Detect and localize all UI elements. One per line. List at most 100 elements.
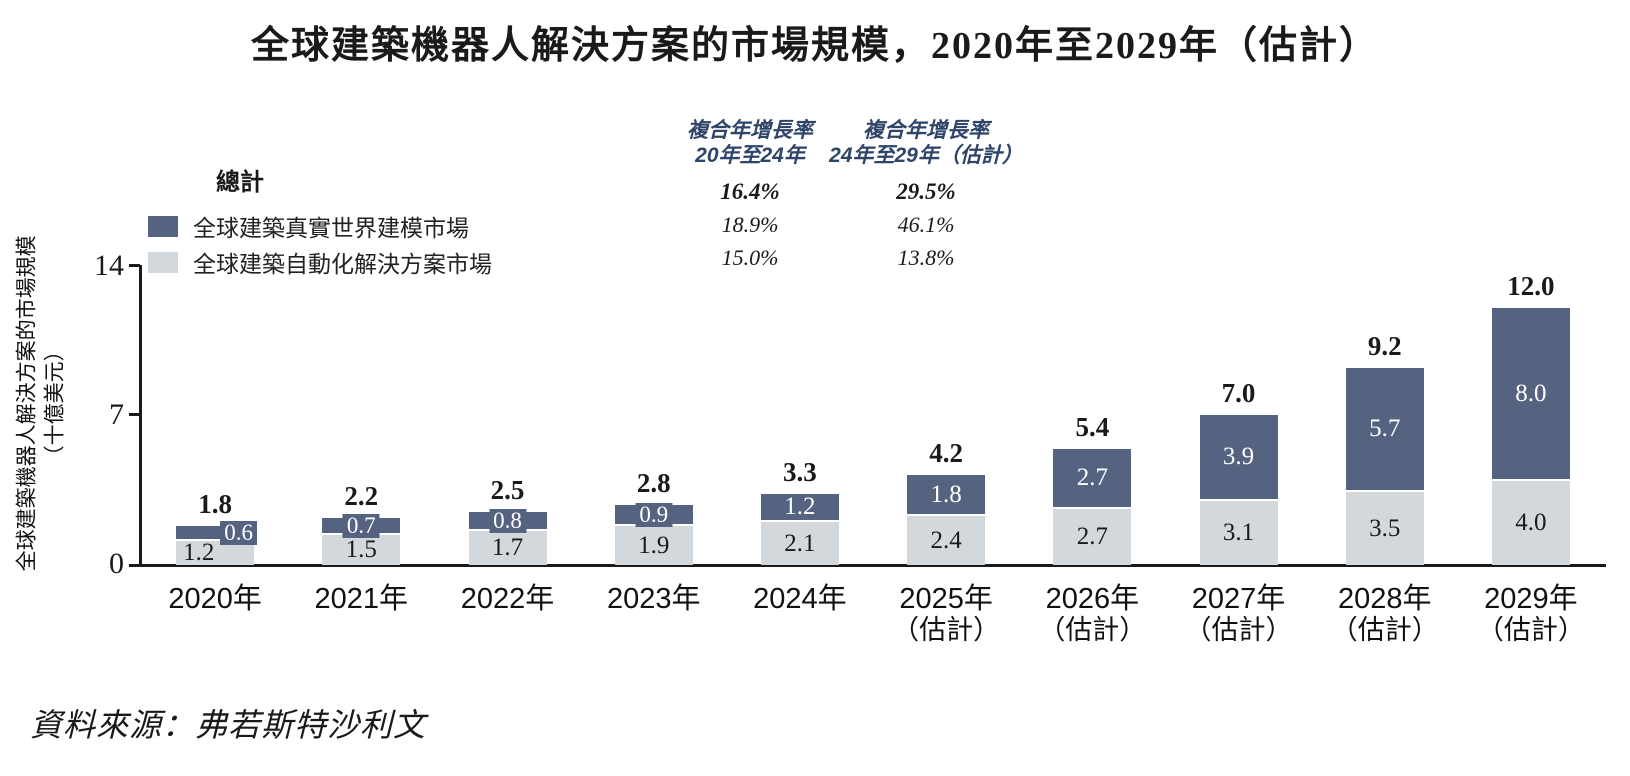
bar-total-label: 9.2 <box>1367 331 1402 361</box>
bar-slot-2026年: 5.4 2.7 2.7 <box>1019 265 1165 565</box>
x-axis-estimate-note: （估計） <box>1330 615 1439 645</box>
x-axis-label: 2027年 （估計） <box>1165 583 1311 645</box>
source-note: 資料來源：弗若斯特沙利文 <box>30 707 427 743</box>
x-axis-estimate-note: （估計） <box>1476 615 1585 645</box>
stacked-bar-2027: 7.0 3.9 3.1 <box>1199 378 1278 565</box>
segment-value-badge: 0.7 <box>342 513 380 538</box>
stacked-bar-2020: 1.8 1.2 0.6 <box>176 489 258 566</box>
segment-automation-solutions: 3.1 <box>1199 499 1278 565</box>
x-axis-labels: 2020年 2021年 2022年 2023年 2024年 2025年 （估計） 2026年（… <box>142 583 1604 645</box>
cagr-total-20-24: 16.4% <box>720 179 780 204</box>
cagr-header-24-29: 複合年增長率 24年至29年（估計） <box>829 119 1023 167</box>
x-axis-year: 2020年 <box>168 583 262 615</box>
bar-total-label: 2.5 <box>490 475 525 505</box>
plot-area: 1.8 1.2 0.6 2.2 1.5 0.7 2.5 1.7 0.8 2.8 1.9 0.9 3.3 1… <box>142 265 1604 566</box>
segment-automation-solutions: 4.0 <box>1491 479 1570 565</box>
segment-value-badge: 0.9 <box>635 502 673 527</box>
x-axis-estimate-note: （估計） <box>1184 615 1293 645</box>
y-tick-mark-7 <box>129 413 140 416</box>
bar-total-label: 1.8 <box>198 489 232 519</box>
x-axis-year: 2028年 <box>1337 583 1432 615</box>
stacked-bar-2026: 5.4 2.7 2.7 <box>1053 412 1132 565</box>
bar-slot-2027年: 7.0 3.9 3.1 <box>1165 265 1311 565</box>
legend-item-automation-solutions: 全球建築自動化解決方案市場 <box>148 245 492 279</box>
legend-total-label: 總計 <box>216 169 264 196</box>
x-axis-label: 2024年 <box>727 583 873 645</box>
stacked-bar-2022: 2.5 1.7 0.8 <box>468 475 547 565</box>
x-axis-year: 2024年 <box>753 583 847 615</box>
bar-slot-2023年: 2.8 1.9 0.9 <box>581 265 727 565</box>
bar-total-label: 2.2 <box>344 481 379 511</box>
segment-real-world-modeling: 1.2 <box>760 493 839 520</box>
segment-real-world-modeling: 8.0 <box>1491 308 1570 479</box>
y-tick-mark-14 <box>129 264 140 267</box>
x-axis-label: 2021年 <box>288 583 434 645</box>
x-axis-estimate-note: （估計） <box>1038 615 1147 645</box>
bar-slot-2020年: 1.8 1.2 0.6 <box>142 265 288 566</box>
legend-swatch-dark <box>148 215 178 237</box>
x-axis-year: 2021年 <box>314 583 409 615</box>
segment-automation-solutions: 3.5 <box>1345 490 1424 565</box>
cagr-modeling-24-29: 46.1% <box>897 212 955 237</box>
x-axis-year: 2025年 <box>899 583 993 615</box>
x-axis-line <box>129 564 1606 567</box>
legend-item-real-world-modeling: 全球建築真實世界建模市場 <box>148 209 469 243</box>
segment-value-badge: 0.6 <box>220 520 258 545</box>
bar-total-label: 2.8 <box>636 468 671 498</box>
x-axis-label: 2022年 <box>434 583 580 645</box>
stacked-bar-2029: 12.0 8.0 4.0 <box>1491 271 1570 565</box>
bar-total-label: 3.3 <box>783 457 817 487</box>
x-axis-label: 2023年 <box>581 583 727 645</box>
cagr-automation-24-29: 13.8% <box>897 245 955 270</box>
stacked-bar-2025: 4.2 1.8 2.4 <box>907 438 986 565</box>
cagr-header-20-24: 複合年增長率 20年至24年 <box>687 119 813 167</box>
x-axis-year: 2027年 <box>1191 583 1286 615</box>
segment-real-world-modeling: 3.9 <box>1199 415 1278 499</box>
segment-automation-solutions: 1.5 <box>322 533 401 565</box>
segment-automation-solutions: 1.9 <box>614 524 693 565</box>
bar-total-label: 5.4 <box>1075 412 1110 442</box>
x-axis-year: 2022年 <box>460 583 555 615</box>
bar-slot-2021年: 2.2 1.5 0.7 <box>288 265 434 565</box>
cagr-total-24-29: 29.5% <box>896 179 956 204</box>
stacked-bar-2023: 2.8 1.9 0.9 <box>614 468 693 565</box>
segment-automation-solutions: 2.7 <box>1053 507 1132 565</box>
bar-total-label: 4.2 <box>929 438 963 468</box>
bar-total-label: 7.0 <box>1221 378 1256 408</box>
cagr-automation-20-24: 15.0% <box>721 245 779 270</box>
legend-swatch-light <box>148 251 178 273</box>
chart-title: 全球建築機器人解決方案的市場規模，2020年至2029年（估計） <box>250 25 1379 67</box>
bar-slot-2024年: 3.3 1.2 2.1 <box>727 265 873 565</box>
cagr-modeling-20-24: 18.9% <box>721 212 779 237</box>
y-tick-label-7: 7 <box>109 398 124 431</box>
segment-automation-solutions: 2.4 <box>907 514 986 565</box>
x-axis-label: 2020年 <box>142 583 288 645</box>
x-axis-label: 2028年 （估計） <box>1312 583 1458 645</box>
y-axis-title-text: 全球建築機器人解決方案的市場規模 <box>15 235 39 571</box>
segment-automation-solutions: 2.1 <box>760 520 839 565</box>
x-axis-year: 2023年 <box>606 583 701 615</box>
bar-slot-2029年: 12.0 8.0 4.0 <box>1458 265 1604 565</box>
segment-real-world-modeling: 1.8 <box>907 475 986 514</box>
segment-real-world-modeling: 5.7 <box>1345 368 1424 490</box>
segment-automation-solutions: 1.7 <box>468 529 547 565</box>
bar-slot-2028年: 9.2 5.7 3.5 <box>1312 265 1458 565</box>
bar-slot-2022年: 2.5 1.7 0.8 <box>434 265 580 565</box>
x-axis-year: 2029年 <box>1484 583 1578 615</box>
y-axis-line <box>139 265 142 567</box>
segment-real-world-modeling: 2.7 <box>1053 449 1132 507</box>
legend-label: 全球建築真實世界建模市場 <box>193 215 469 241</box>
x-axis-estimate-note: （估計） <box>892 615 1001 645</box>
stacked-bar-2028: 9.2 5.7 3.5 <box>1345 331 1424 565</box>
legend-label: 全球建築自動化解決方案市場 <box>193 251 492 277</box>
y-tick-label-0: 0 <box>109 547 124 580</box>
stacked-bar-2021: 2.2 1.5 0.7 <box>322 481 401 565</box>
x-axis-year: 2026年 <box>1045 583 1140 615</box>
bar-slot-2025年: 4.2 1.8 2.4 <box>873 265 1019 565</box>
x-axis-label: 2026年 （估計） <box>1019 583 1165 645</box>
segment-value-badge: 0.8 <box>489 508 526 533</box>
y-tick-label-14: 14 <box>94 249 124 282</box>
x-axis-label: 2025年 （估計） <box>873 583 1019 645</box>
stacked-bar-2024: 3.3 1.2 2.1 <box>760 457 839 565</box>
